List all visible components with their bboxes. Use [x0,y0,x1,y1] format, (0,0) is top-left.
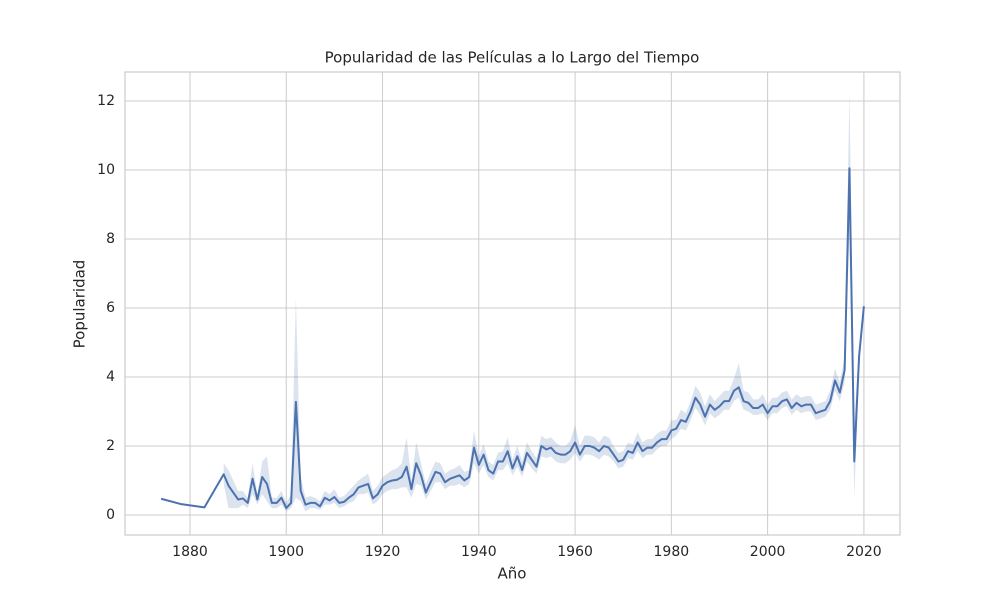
x-tick-label: 2020 [846,544,882,560]
y-tick-label: 4 [106,369,115,385]
x-tick-label: 1920 [365,544,401,560]
y-tick-label: 2 [106,438,115,454]
y-tick-label: 8 [106,231,115,247]
x-tick-label: 1980 [654,544,690,560]
x-tick-label: 1960 [557,544,593,560]
x-tick-label: 1880 [172,544,208,560]
chart-title: Popularidad de las Películas a lo Largo … [325,49,700,67]
x-tick-label: 1940 [461,544,497,560]
line [160,167,865,510]
plot-area [124,71,901,536]
y-tick-label: 10 [97,162,115,178]
x-axis-label: Año [498,565,527,583]
y-axis-label: Popularidad [71,260,89,349]
x-tick-label: 1900 [268,544,304,560]
y-tick-label: 0 [106,507,115,523]
y-tick-label: 12 [97,93,115,109]
x-tick-label: 2000 [750,544,786,560]
y-tick-label: 6 [106,300,115,316]
